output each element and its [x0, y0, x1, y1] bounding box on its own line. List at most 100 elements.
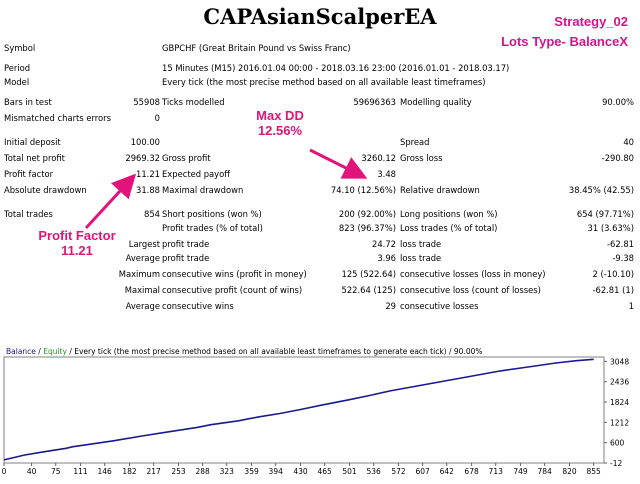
model-row: Model Every tick (the most precise metho…	[0, 76, 640, 88]
net-profit-value: 2969.32	[125, 153, 160, 163]
model-label: Model	[4, 77, 30, 87]
profit-factor-label: Profit factor	[4, 169, 54, 179]
maximum-row: Maximum consecutive wins (profit in mone…	[0, 268, 640, 280]
net-profit-label: Total net profit	[4, 153, 65, 163]
x-tick-label: 217	[146, 467, 161, 476]
x-tick-label: 146	[98, 467, 113, 476]
legend-description: / Every tick (the most precise method ba…	[66, 347, 483, 356]
y-tick-label: 1212	[610, 418, 629, 427]
largest-label: Largest	[128, 239, 160, 249]
maximal-consecutive-loss-value: -62.81 (1)	[592, 285, 634, 295]
period-row: Period 15 Minutes (M15) 2016.01.04 00:00…	[0, 62, 640, 74]
legend-separator: /	[35, 347, 44, 356]
average-profit-label: profit trade	[162, 253, 210, 263]
profit-trades-value: 823 (96.37%)	[338, 223, 396, 233]
average-profit-value: 3.96	[377, 253, 396, 263]
max-consecutive-losses-label: consecutive losses (loss in money)	[400, 269, 546, 279]
relative-drawdown-value: 38.45% (42.55)	[568, 185, 634, 195]
profit-factor-row: Profit factor 11.21 Expected payoff 3.48	[0, 168, 640, 180]
average-loss-value: -9.38	[612, 253, 634, 263]
mismatch-label: Mismatched charts errors	[4, 113, 111, 123]
loss-trades-label: Loss trades (% of total)	[400, 223, 498, 233]
spread-value: 40	[623, 137, 634, 147]
maximal-row: Maximal consecutive profit (count of win…	[0, 284, 640, 296]
max-dd-arrow	[309, 148, 368, 179]
chart-legend: Balance / Equity / Every tick (the most …	[6, 347, 483, 356]
bars-row: Bars in test 55908 Ticks modelled 596963…	[0, 96, 640, 108]
maximal-consecutive-loss-label: consecutive loss (count of losses)	[400, 285, 541, 295]
strategy-label: Strategy_02	[554, 14, 628, 29]
max-dd-callout-value: 12.56%	[257, 123, 303, 138]
mismatch-value: 0	[154, 113, 160, 123]
bars-label: Bars in test	[4, 97, 52, 107]
x-tick-label: 40	[27, 467, 37, 476]
gross-loss-label: Gross loss	[400, 153, 443, 163]
lots-type-label: Lots Type- BalanceX	[501, 34, 628, 49]
balance-series-line	[3, 358, 594, 461]
profit-trades-label: Profit trades (% of total)	[162, 223, 263, 233]
ticks-label: Ticks modelled	[162, 97, 225, 107]
largest-row: Largest profit trade 24.72 loss trade -6…	[0, 238, 640, 250]
drawdown-row: Absolute drawdown 31.88 Maximal drawdown…	[0, 184, 640, 196]
period-value: 15 Minutes (M15) 2016.01.04 00:00 - 2018…	[162, 63, 510, 73]
legend-equity: Equity	[43, 347, 67, 356]
quality-value: 90.00%	[602, 97, 634, 107]
short-positions-label: Short positions (won %)	[162, 209, 262, 219]
quality-label: Modelling quality	[400, 97, 472, 107]
y-tick-label: 2436	[610, 378, 629, 387]
x-tick-label: 323	[220, 467, 235, 476]
report-title: CAPAsianScalperEA	[203, 4, 437, 29]
x-tick-label: 111	[73, 467, 88, 476]
bars-value: 55908	[133, 97, 160, 107]
average-consecutive-losses-value: 1	[628, 301, 634, 311]
max-dd-callout-title: Max DD	[256, 108, 304, 123]
average-consecutive-wins-label: consecutive wins	[162, 301, 234, 311]
x-tick-label: 607	[415, 467, 430, 476]
deposit-label: Initial deposit	[4, 137, 61, 147]
x-tick-label: 394	[269, 467, 284, 476]
max-consecutive-losses-value: 2 (-10.10)	[592, 269, 634, 279]
y-tick-label: -12	[610, 459, 622, 468]
x-tick-label: 75	[51, 467, 61, 476]
maximum-label: Maximum	[118, 269, 160, 279]
x-tick-label: 465	[318, 467, 333, 476]
x-tick-label: 855	[586, 467, 601, 476]
x-tick-label: 820	[562, 467, 577, 476]
average-consecutive-wins-value: 29	[385, 301, 396, 311]
x-tick-label: 572	[391, 467, 406, 476]
max-consecutive-wins-value: 125 (522.64)	[341, 269, 397, 279]
x-tick-label: 501	[342, 467, 357, 476]
expected-payoff-label: Expected payoff	[162, 169, 231, 179]
x-tick-label: 288	[195, 467, 210, 476]
net-profit-row: Total net profit 2969.32 Gross profit 32…	[0, 152, 640, 164]
deposit-row: Initial deposit 100.00 Spread 40	[0, 136, 640, 148]
average-loss-label: loss trade	[400, 253, 442, 263]
largest-loss-label: loss trade	[400, 239, 442, 249]
x-tick-label: 642	[440, 467, 455, 476]
loss-trades-value: 31 (3.63%)	[587, 223, 634, 233]
relative-drawdown-label: Relative drawdown	[400, 185, 480, 195]
profit-factor-value: 11.21	[136, 169, 160, 179]
x-tick-label: 430	[293, 467, 308, 476]
total-trades-label: Total trades	[4, 209, 53, 219]
long-positions-value: 654 (97.71%)	[576, 209, 634, 219]
expected-payoff-value: 3.48	[377, 169, 396, 179]
gross-loss-value: -290.80	[601, 153, 634, 163]
largest-profit-label: profit trade	[162, 239, 210, 249]
profit-factor-callout-title: Profit Factor	[38, 228, 116, 243]
period-label: Period	[4, 63, 31, 73]
ticks-value: 59696363	[353, 97, 396, 107]
profit-factor-callout-value: 11.21	[61, 243, 93, 258]
x-tick-label: 536	[366, 467, 381, 476]
legend-balance: Balance	[6, 347, 36, 356]
x-tick-label: 0	[2, 467, 7, 476]
long-positions-label: Long positions (won %)	[400, 209, 498, 219]
average-consecutive-label: Average	[125, 301, 160, 311]
deposit-value: 100.00	[130, 137, 160, 147]
balance-chart: Balance / Equity / Every tick (the most …	[0, 345, 640, 480]
x-tick-label: 784	[538, 467, 553, 476]
absolute-drawdown-value: 31.88	[136, 185, 160, 195]
mismatch-row: Mismatched charts errors 0	[0, 112, 640, 124]
x-tick-label: 749	[513, 467, 528, 476]
